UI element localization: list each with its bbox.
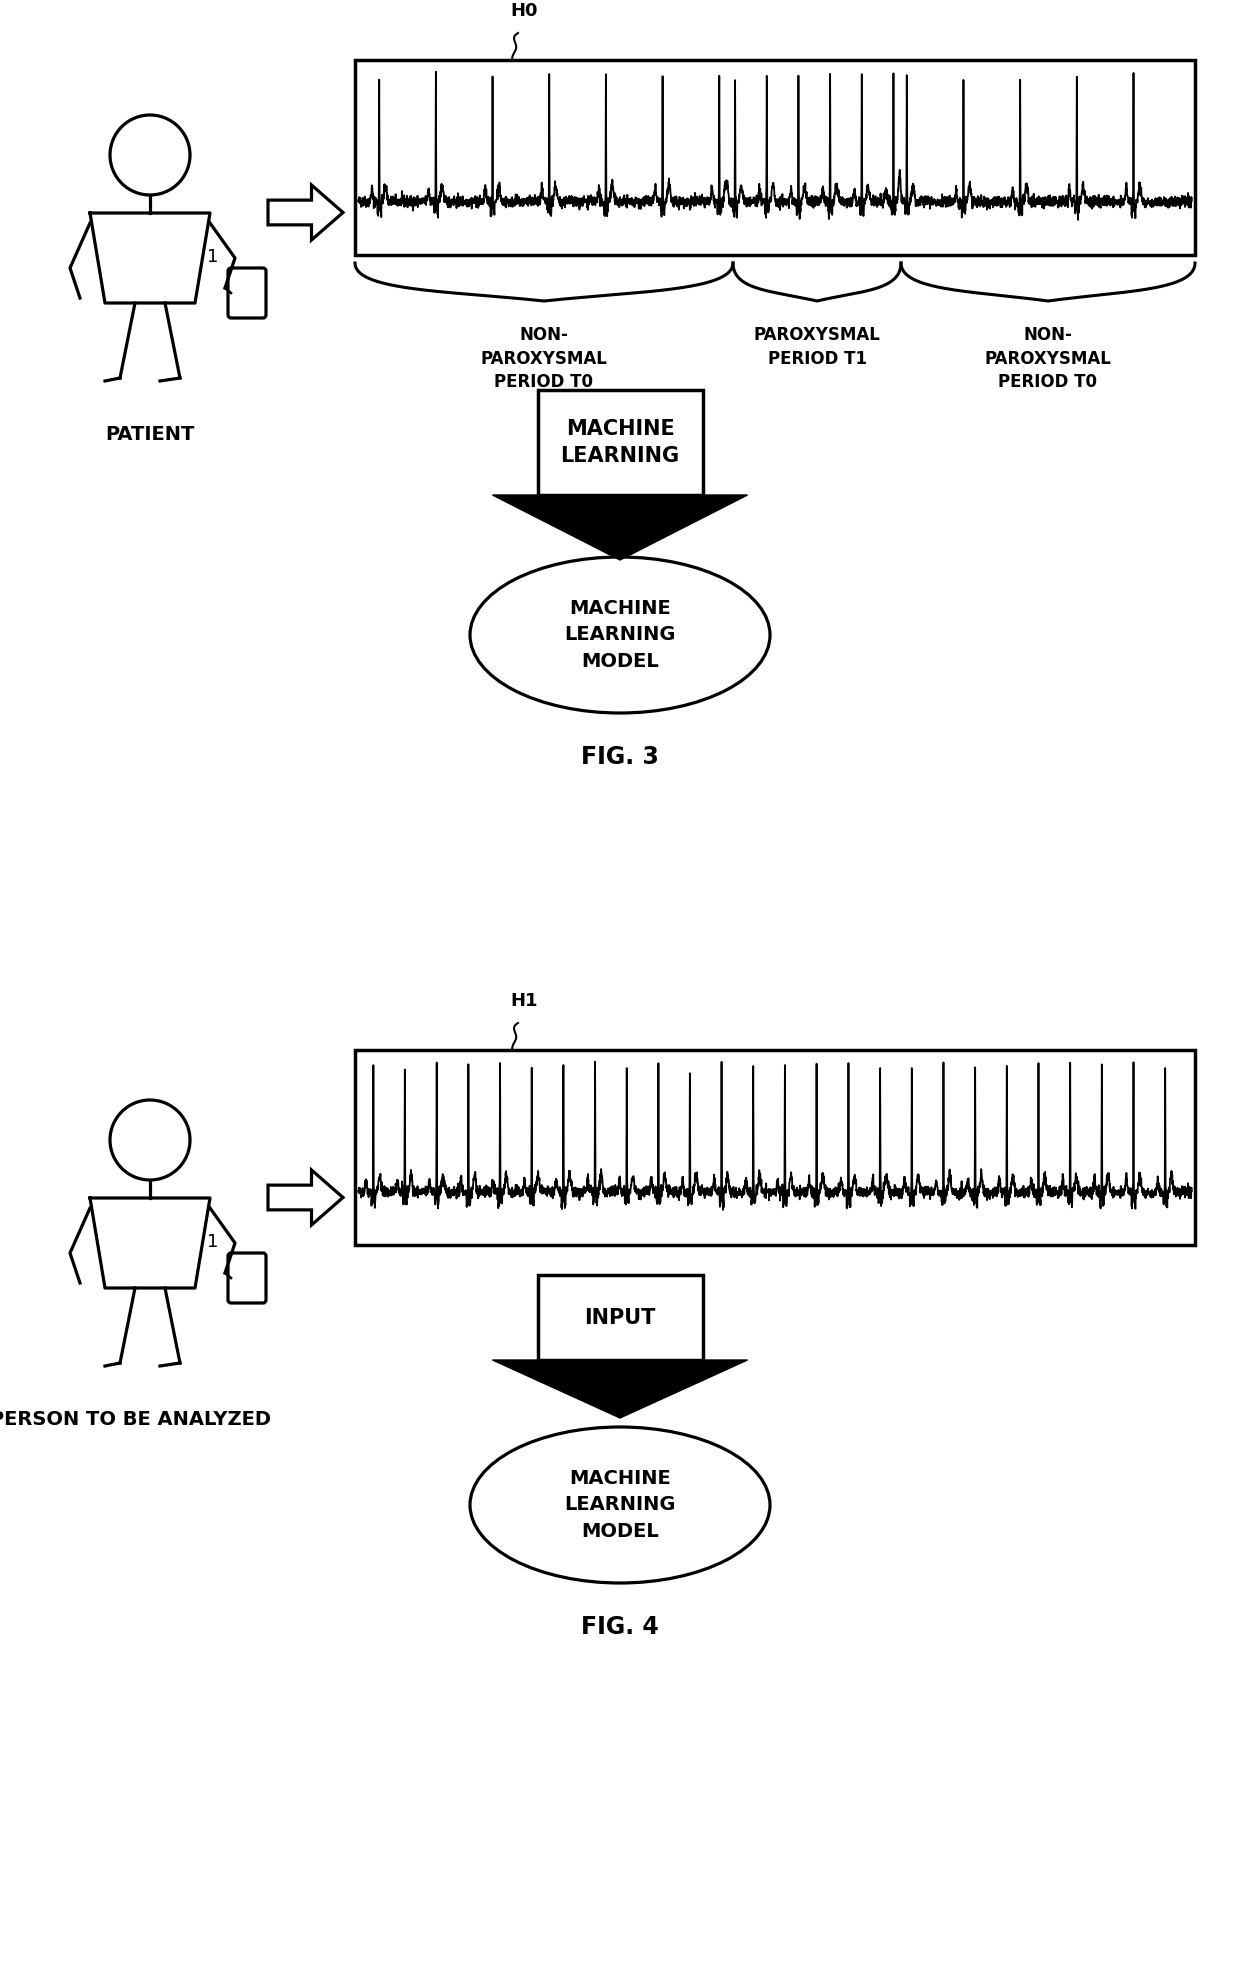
Text: MACHINE
LEARNING
MODEL: MACHINE LEARNING MODEL xyxy=(564,598,676,671)
Polygon shape xyxy=(492,1360,748,1419)
Text: H1: H1 xyxy=(510,992,537,1010)
Text: PERSON TO BE ANALYZED: PERSON TO BE ANALYZED xyxy=(0,1409,270,1429)
Text: 1: 1 xyxy=(207,1234,218,1252)
Bar xyxy=(537,1275,703,1360)
Text: NON-
PAROXYSMAL
PERIOD T0: NON- PAROXYSMAL PERIOD T0 xyxy=(481,327,608,392)
Text: PATIENT: PATIENT xyxy=(105,425,195,445)
Text: H0: H0 xyxy=(510,2,537,20)
Polygon shape xyxy=(492,496,748,561)
Text: INPUT: INPUT xyxy=(584,1307,656,1328)
Text: 1: 1 xyxy=(207,248,218,266)
Text: FIG. 4: FIG. 4 xyxy=(582,1616,658,1639)
Text: MACHINE
LEARNING
MODEL: MACHINE LEARNING MODEL xyxy=(564,1468,676,1541)
Polygon shape xyxy=(268,1171,343,1224)
Text: PAROXYSMAL
PERIOD T1: PAROXYSMAL PERIOD T1 xyxy=(754,327,880,368)
Text: FIG. 3: FIG. 3 xyxy=(582,746,658,769)
Bar xyxy=(355,1051,1195,1246)
Text: NON-
PAROXYSMAL
PERIOD T0: NON- PAROXYSMAL PERIOD T0 xyxy=(985,327,1111,392)
Text: MACHINE
LEARNING: MACHINE LEARNING xyxy=(560,419,680,466)
Polygon shape xyxy=(268,185,343,240)
Bar xyxy=(355,59,1195,256)
Bar xyxy=(537,390,703,496)
